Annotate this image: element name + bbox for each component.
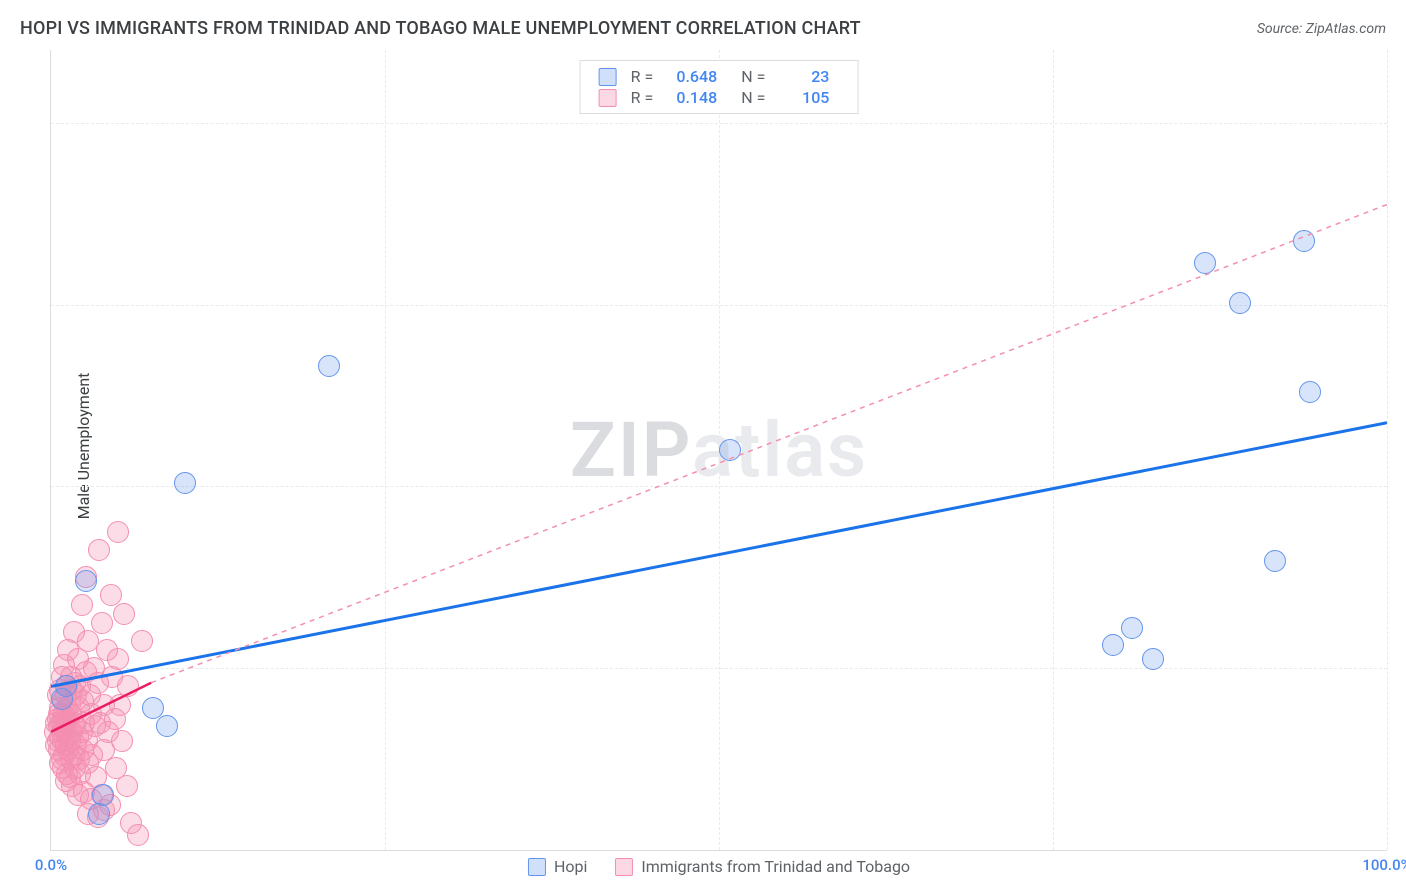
y-tick-label: 20.0%	[1392, 477, 1406, 495]
data-point	[156, 715, 178, 737]
data-point	[1194, 252, 1216, 274]
data-point	[1121, 617, 1143, 639]
legend-stats-row: R = 0.648 N = 23	[599, 67, 840, 86]
data-point	[107, 521, 129, 543]
stat-label-n: N =	[741, 88, 765, 107]
y-tick-label: 40.0%	[1392, 114, 1406, 132]
data-point	[131, 630, 153, 652]
legend-label: Hopi	[554, 857, 587, 876]
data-point	[174, 472, 196, 494]
y-tick-label: 10.0%	[1392, 659, 1406, 677]
data-point	[1229, 292, 1251, 314]
legend-swatch	[599, 68, 617, 86]
data-point	[1299, 381, 1321, 403]
data-point	[1102, 634, 1124, 656]
data-point	[91, 612, 113, 634]
title-bar: HOPI VS IMMIGRANTS FROM TRINIDAD AND TOB…	[20, 18, 1386, 39]
legend-item: Hopi	[528, 857, 587, 876]
gridline-v	[1053, 50, 1054, 850]
data-point	[88, 539, 110, 561]
data-point	[92, 784, 114, 806]
chart-container: HOPI VS IMMIGRANTS FROM TRINIDAD AND TOB…	[0, 0, 1406, 892]
data-point	[719, 439, 741, 461]
data-point	[318, 355, 340, 377]
data-point	[111, 730, 133, 752]
chart-title: HOPI VS IMMIGRANTS FROM TRINIDAD AND TOB…	[20, 18, 861, 39]
legend-stats: R = 0.648 N = 23 R = 0.148 N = 105	[580, 60, 859, 114]
legend-series: Hopi Immigrants from Trinidad and Tobago	[528, 857, 910, 876]
legend-item: Immigrants from Trinidad and Tobago	[615, 857, 910, 876]
x-tick-label: 0.0%	[35, 856, 67, 874]
stat-label-r: R =	[631, 88, 654, 107]
stat-value-n: 105	[779, 88, 839, 107]
data-point	[127, 824, 149, 846]
data-point	[55, 675, 77, 697]
y-tick-label: 30.0%	[1392, 296, 1406, 314]
stat-label-n: N =	[741, 67, 765, 86]
data-point	[75, 570, 97, 592]
legend-swatch	[599, 89, 617, 107]
data-point	[1293, 230, 1315, 252]
plot-area: ZIPatlas 10.0%20.0%30.0%40.0%0.0%100.0%R…	[50, 50, 1387, 851]
data-point	[71, 594, 93, 616]
stat-value-r: 0.648	[667, 67, 727, 86]
source-label: Source: ZipAtlas.com	[1257, 21, 1386, 37]
legend-label: Immigrants from Trinidad and Tobago	[641, 857, 910, 876]
data-point	[142, 697, 164, 719]
legend-swatch	[528, 858, 546, 876]
legend-swatch	[615, 858, 633, 876]
x-tick-label: 100.0%	[1362, 856, 1406, 874]
gridline-v	[1387, 50, 1388, 850]
stat-label-r: R =	[631, 67, 654, 86]
data-point	[113, 603, 135, 625]
data-point	[117, 675, 139, 697]
data-point	[116, 775, 138, 797]
data-point	[107, 648, 129, 670]
stat-value-n: 23	[779, 67, 839, 86]
stat-value-r: 0.148	[667, 88, 727, 107]
gridline-v	[385, 50, 386, 850]
legend-stats-row: R = 0.148 N = 105	[599, 88, 840, 107]
data-point	[1142, 648, 1164, 670]
data-point	[1264, 550, 1286, 572]
